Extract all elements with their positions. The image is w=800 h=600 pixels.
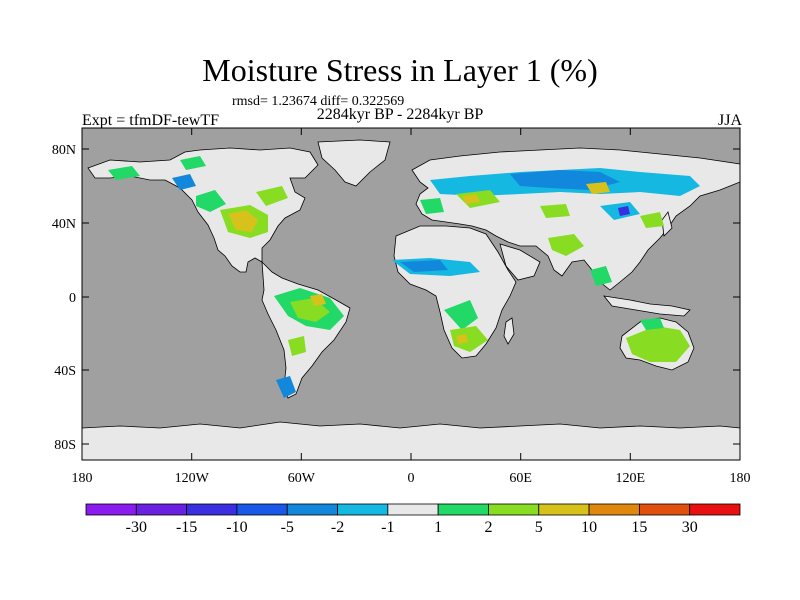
lat-tick-label: 40S bbox=[54, 364, 76, 379]
lat-tick-label: 40N bbox=[52, 217, 76, 232]
colorbar-label: -1 bbox=[381, 519, 394, 536]
season-label: JJA bbox=[717, 112, 742, 129]
colorbar-label: 5 bbox=[535, 519, 543, 536]
map-title: Moisture Stress in Layer 1 (%) bbox=[202, 52, 598, 88]
land-madagascar bbox=[503, 317, 515, 345]
lat-tick-label: 80N bbox=[52, 143, 76, 158]
colorbar-swatch bbox=[588, 503, 640, 516]
colorbar-swatch bbox=[337, 503, 389, 516]
colorbar-swatch bbox=[689, 503, 741, 516]
colorbar-label: 30 bbox=[682, 519, 698, 536]
lon-tick-label: 60E bbox=[509, 471, 532, 486]
colorbar-label: -15 bbox=[176, 519, 197, 536]
colorbar-swatch bbox=[387, 503, 439, 516]
lon-tick-label: 180 bbox=[72, 471, 93, 486]
colorbar-label: 2 bbox=[484, 519, 492, 536]
colorbar: -30 -15 -10 -5 -2 -1 1 2 5 10 15 30 bbox=[85, 503, 741, 536]
colorbar-label: -10 bbox=[226, 519, 247, 536]
colorbar-label: 15 bbox=[631, 519, 647, 536]
axis-ticks: 180 120W 60W 0 60E 120E 180 80N 40N 0 40S 80S bbox=[52, 128, 751, 486]
colorbar-swatch bbox=[236, 503, 288, 516]
colorbar-label: 1 bbox=[434, 519, 442, 536]
land-north-america bbox=[87, 147, 319, 273]
period-label: 2284kyr BP - 2284kyr BP bbox=[316, 106, 484, 123]
land-greenland bbox=[317, 139, 391, 187]
colorbar-swatch bbox=[286, 503, 338, 516]
land-indonesia bbox=[603, 295, 691, 317]
colorbar-swatch bbox=[538, 503, 590, 516]
colorbar-label: 10 bbox=[581, 519, 597, 536]
lat-tick-label: 0 bbox=[69, 291, 76, 306]
land-antarctica bbox=[81, 421, 741, 461]
lon-tick-label: 0 bbox=[408, 471, 415, 486]
colorbar-label: -30 bbox=[126, 519, 147, 536]
colorbar-swatch bbox=[85, 503, 137, 516]
lon-tick-label: 60W bbox=[288, 471, 316, 486]
colorbar-label: -5 bbox=[281, 519, 294, 536]
experiment-label: Expt = tfmDF-tewTF bbox=[82, 112, 220, 129]
colorbar-swatch bbox=[437, 503, 489, 516]
colorbar-swatch bbox=[488, 503, 540, 516]
colorbar-label: -2 bbox=[331, 519, 344, 536]
land-arabia bbox=[499, 243, 541, 281]
lon-tick-label: 180 bbox=[730, 471, 751, 486]
stats-label: rmsd= 1.23674 diff= 0.322569 bbox=[232, 94, 405, 109]
lon-tick-label: 120E bbox=[616, 471, 646, 486]
anomaly-layer bbox=[108, 156, 700, 398]
land-japan bbox=[661, 211, 673, 237]
colorbar-swatch bbox=[186, 503, 238, 516]
colorbar-swatch bbox=[638, 503, 691, 516]
lat-tick-label: 80S bbox=[54, 438, 76, 453]
colorbar-swatch bbox=[135, 503, 188, 516]
lon-tick-label: 120W bbox=[175, 471, 210, 486]
